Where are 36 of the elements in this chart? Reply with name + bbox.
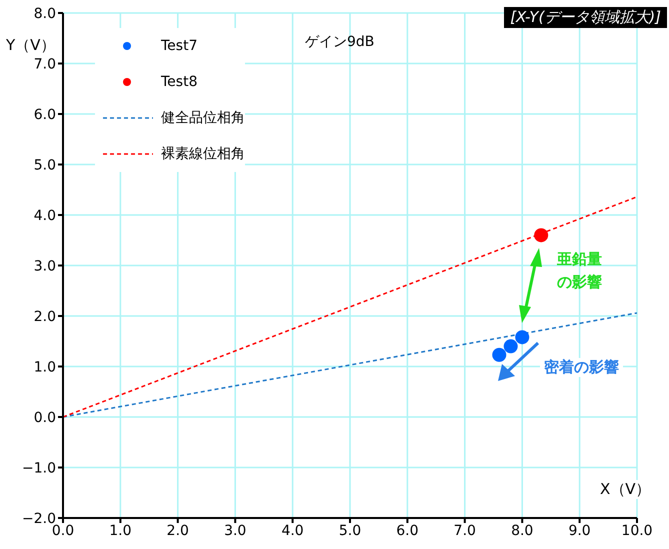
legend-label: Test8 <box>161 74 198 90</box>
annotation: ゲイン9dB <box>305 33 374 51</box>
x-tick-label: 0.0 <box>52 522 74 539</box>
x-tick-label: 5.0 <box>338 522 362 539</box>
x-tick-label: 6.0 <box>396 522 419 539</box>
y-tick-label: 7.0 <box>34 56 56 72</box>
chart-title: [X-Y(データ領域拡大)] <box>504 7 667 28</box>
y-tick-label: 4.0 <box>34 208 56 224</box>
x-tick-label: 10.0 <box>621 522 653 539</box>
legend-label: Test7 <box>161 38 198 54</box>
y-tick-label: −1.0 <box>22 460 56 476</box>
annotation: 亜鉛量 <box>557 250 602 269</box>
point <box>492 348 506 362</box>
x-axis-title: X（V） <box>600 480 651 499</box>
y-tick-label: 8.0 <box>34 6 56 22</box>
point <box>515 330 530 344</box>
y-tick-label: 1.0 <box>34 359 56 376</box>
y-tick-label: 0.0 <box>34 410 56 426</box>
y-tick-label: 2.0 <box>34 308 56 325</box>
y-tick-label: 6.0 <box>34 106 56 123</box>
y-tick-label: 5.0 <box>34 157 56 174</box>
x-tick-label: 3.0 <box>224 522 246 539</box>
y-tick-label: 3.0 <box>34 258 56 274</box>
legend-label: 裸素線位相角 <box>161 145 245 163</box>
x-tick-label: 7.0 <box>454 522 476 539</box>
x-tick-label: 9.0 <box>568 522 591 539</box>
annotation: の影響 <box>557 273 602 292</box>
x-tick-label: 4.0 <box>281 522 304 539</box>
annotation: 密着の影響 <box>540 358 623 377</box>
legend-label: 健全品位相角 <box>161 109 245 127</box>
x-tick-label: 8.0 <box>511 522 534 539</box>
y-axis-title: Y（V） <box>6 36 56 55</box>
point <box>504 339 518 354</box>
point <box>534 228 548 242</box>
x-tick-label: 1.0 <box>109 522 132 539</box>
x-tick-label: 2.0 <box>166 522 189 539</box>
